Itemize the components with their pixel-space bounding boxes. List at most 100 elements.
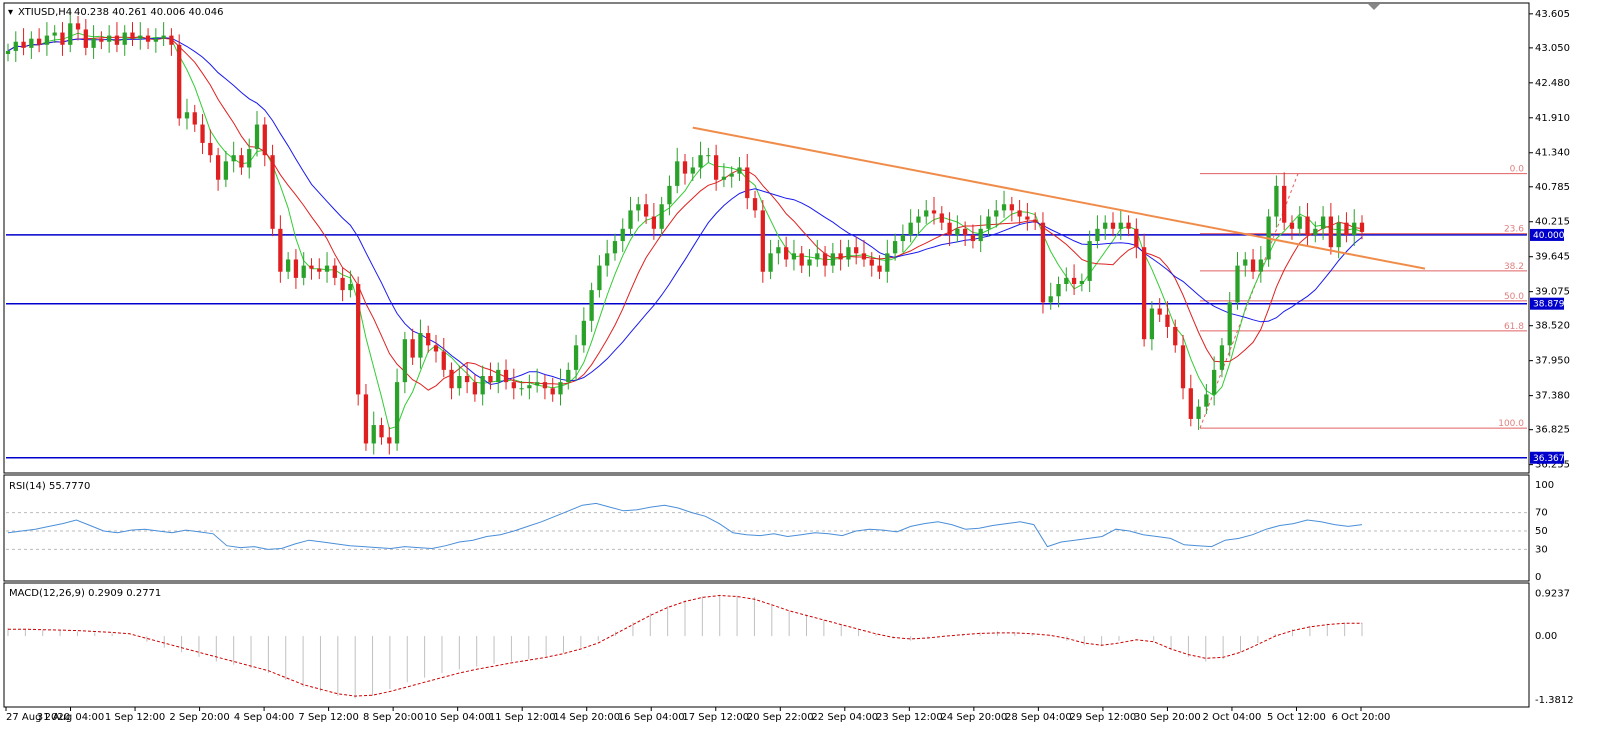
candle-body [955, 228, 960, 235]
candle-body [208, 142, 213, 156]
candle-body [464, 376, 470, 383]
candle-body [13, 41, 18, 51]
candle-body [1001, 204, 1007, 211]
price-tick-label: 38.520 [1535, 321, 1570, 332]
trendline-layer[interactable] [692, 126, 1426, 270]
price-tick-label: 41.340 [1535, 148, 1570, 159]
time-tick-label: 17 Sep 12:00 [682, 712, 749, 723]
price-tick-label: 41.910 [1535, 113, 1570, 124]
candle-body [1258, 259, 1263, 272]
candle-body [869, 259, 874, 266]
price-tag-label-0: 40.000 [1533, 231, 1565, 241]
candle-body [815, 253, 820, 260]
candle-body [371, 425, 376, 444]
macd-signal-line [8, 594, 1362, 697]
macd-pane[interactable] [3, 582, 1530, 708]
candle-body [1017, 210, 1022, 217]
candle-body [402, 339, 408, 383]
candle-body [317, 268, 322, 272]
macd-layer: 0.9237 0.00 -1.3812 [7, 589, 1574, 706]
candles-layer [5, 9, 1365, 455]
candle-body [426, 333, 431, 346]
candle-body [1134, 228, 1139, 248]
candle-body [278, 228, 283, 272]
candle-body [1344, 222, 1349, 235]
price-tick-label: 42.480 [1535, 78, 1570, 89]
candle-body [760, 210, 765, 272]
time-tick-label: 20 Sep 22:00 [747, 712, 814, 723]
candle-body [605, 253, 610, 266]
time-tick-label: 31 Aug 04:00 [37, 712, 104, 723]
candle-body [892, 241, 898, 254]
price-tags-layer: 40.000 38.879 36.367 [1530, 228, 1565, 464]
candle-body [822, 253, 828, 266]
candle-body [713, 155, 719, 180]
price-tick-label: 43.050 [1535, 43, 1570, 54]
time-tick-label: 7 Sep 12:00 [298, 712, 358, 723]
candle-body [511, 382, 516, 389]
candle-body [223, 161, 229, 180]
time-tick-label: 5 Oct 12:00 [1267, 712, 1326, 723]
rsi-pane[interactable] [3, 474, 1530, 582]
price-tag-label-1: 38.879 [1533, 300, 1565, 310]
candle-body [838, 253, 843, 260]
candle-body [1320, 216, 1326, 229]
candle-body [1126, 222, 1131, 229]
candle-body [1219, 345, 1225, 370]
candle-body [1243, 259, 1248, 266]
candle-body [1118, 222, 1123, 229]
descending-trendline [692, 126, 1426, 270]
candle-body [184, 112, 190, 119]
candle-body [698, 155, 703, 168]
candle-body [861, 253, 867, 260]
candle-body [1079, 280, 1085, 284]
candle-body [1173, 326, 1178, 346]
candle-body [1149, 308, 1155, 340]
candle-body [1056, 284, 1061, 297]
rsi-line [7, 502, 1363, 550]
candle-body [535, 382, 540, 386]
collapse-arrow-icon[interactable]: ▾ [8, 7, 13, 18]
candle-body [558, 382, 563, 395]
candle-body [83, 29, 88, 48]
rsi-header: RSI(14) 55.7770 [9, 481, 90, 492]
candle-body [1274, 185, 1279, 217]
candle-body [768, 253, 773, 272]
candle-body [433, 345, 439, 352]
candle-body [916, 216, 921, 223]
candle-body [301, 265, 306, 278]
rsi-tick-label: 70 [1535, 508, 1548, 519]
candle-body [239, 155, 244, 168]
candle-body [1204, 394, 1209, 407]
candle-body [379, 425, 384, 438]
scroll-marker-icon[interactable] [1368, 4, 1380, 10]
candle-body [706, 155, 711, 157]
candle-body [690, 167, 695, 174]
time-tick-label: 30 Sep 20:00 [1134, 712, 1201, 723]
candle-body [472, 382, 478, 395]
candle-body [1235, 265, 1240, 303]
price-pane[interactable] [3, 2, 1530, 474]
candle-body [752, 198, 758, 211]
price-tick-label: 43.605 [1535, 9, 1570, 20]
ohlc-readout: 40.238 40.261 40.006 40.046 [74, 7, 224, 18]
time-tick-label: 6 Oct 20:00 [1332, 712, 1391, 723]
candle-body [1071, 277, 1077, 284]
candle-body [21, 41, 26, 48]
candle-body [348, 284, 353, 291]
candle-body [527, 385, 532, 389]
candle-body [799, 253, 804, 266]
candle-body [667, 185, 672, 205]
candle-body [776, 247, 781, 254]
candle-body [682, 161, 688, 174]
candle-body [293, 259, 299, 278]
time-tick-label: 8 Sep 20:00 [363, 712, 423, 723]
time-tick-label: 10 Sep 04:00 [424, 712, 491, 723]
candle-body [192, 112, 197, 125]
candle-body [542, 382, 548, 389]
time-tick-label: 2 Sep 20:00 [169, 712, 229, 723]
time-tick-label: 29 Sep 12:00 [1070, 712, 1137, 723]
macd-tick-label: 0.00 [1535, 631, 1557, 642]
candle-body [1188, 388, 1193, 419]
